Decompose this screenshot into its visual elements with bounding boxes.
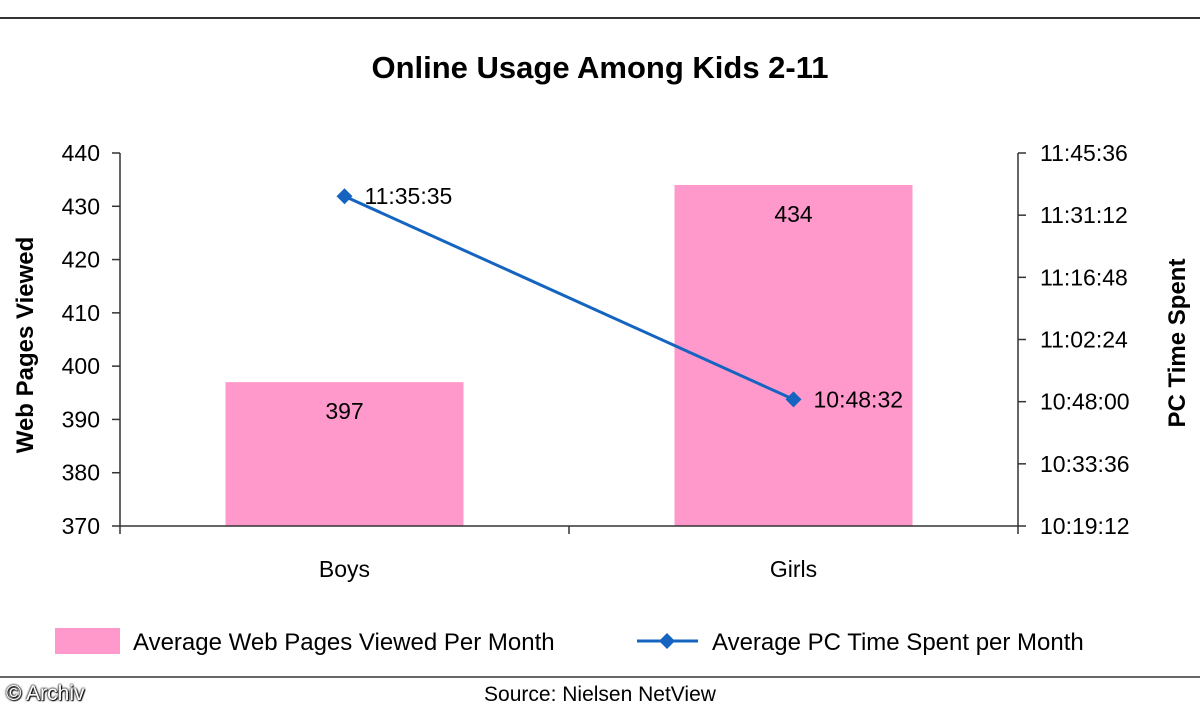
y-tick-label: 400 bbox=[62, 353, 100, 379]
y2-axis-label: PC Time Spent bbox=[1164, 259, 1191, 428]
y2-tick-label: 11:16:48 bbox=[1040, 264, 1128, 290]
y-tick-label: 420 bbox=[62, 247, 100, 273]
chart-title: Online Usage Among Kids 2-11 bbox=[371, 50, 828, 85]
legend: Average Web Pages Viewed Per Month Averag… bbox=[55, 628, 1084, 656]
pc-time-label: 11:35:35 bbox=[365, 183, 453, 209]
x-tick-label: Girls bbox=[770, 556, 817, 582]
pc-time-point bbox=[336, 188, 353, 205]
source-note: Source: Nielsen NetView bbox=[484, 683, 717, 706]
y-tick-label: 370 bbox=[62, 513, 100, 539]
y-tick-label: 380 bbox=[62, 460, 100, 486]
bar-boys bbox=[225, 382, 464, 526]
legend-bar-swatch bbox=[55, 628, 120, 654]
y-axis-label: Web Pages Viewed bbox=[12, 237, 39, 454]
y2-tick-label: 11:02:24 bbox=[1040, 327, 1128, 353]
legend-line-label: Average PC Time Spent per Month bbox=[712, 629, 1084, 656]
bar-girls bbox=[674, 184, 913, 526]
bar-value-label: 397 bbox=[325, 398, 363, 424]
y2-tick-label: 10:48:00 bbox=[1040, 389, 1130, 415]
x-tick-label: Boys bbox=[319, 556, 370, 582]
y2-tick-label: 11:31:12 bbox=[1040, 202, 1128, 228]
copyright-watermark: © Archiv bbox=[6, 682, 85, 705]
legend-line-marker bbox=[659, 633, 675, 649]
pc-time-line bbox=[343, 194, 795, 401]
bar-value-label: 434 bbox=[774, 201, 813, 227]
y-tick-label: 430 bbox=[62, 193, 100, 219]
y2-tick-label: 10:33:36 bbox=[1040, 451, 1130, 477]
plot-area: 397 434 440 430 420 410 400 390 380 370 11:45:36 11… bbox=[62, 140, 1130, 582]
pc-time-label: 10:48:32 bbox=[814, 386, 904, 412]
y-tick-label: 440 bbox=[62, 140, 100, 166]
pc-time-point bbox=[785, 391, 802, 408]
y-tick-label: 410 bbox=[62, 300, 100, 326]
y2-tick-label: 10:19:12 bbox=[1040, 513, 1130, 539]
y2-tick-label: 11:45:36 bbox=[1040, 140, 1128, 166]
y-tick-label: 390 bbox=[62, 406, 100, 432]
legend-bar-label: Average Web Pages Viewed Per Month bbox=[133, 629, 555, 656]
